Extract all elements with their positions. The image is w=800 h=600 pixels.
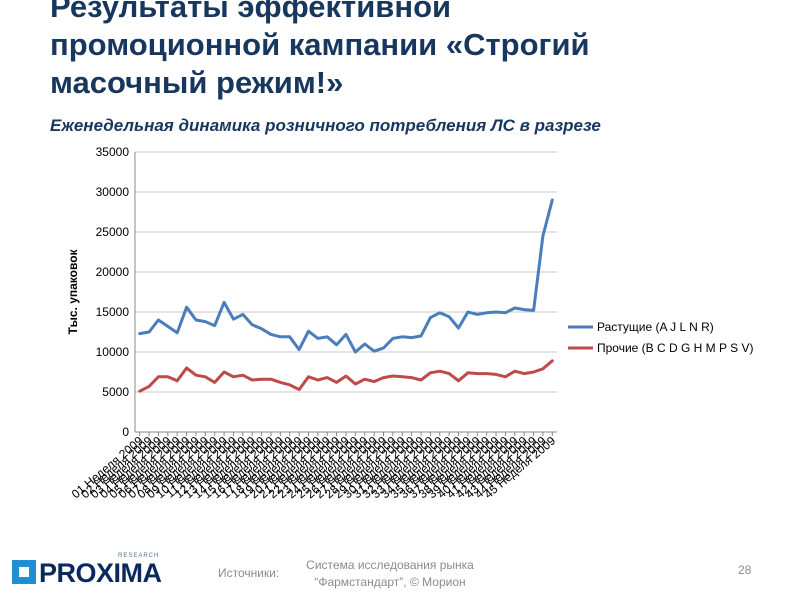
y-tick-label: 30000 — [96, 185, 130, 199]
chart-y-tick-labels: 0 5000 10000 15000 20000 25000 30000 35000 — [96, 145, 130, 439]
sources-text: Система исследования рынка “Фармстандарт… — [290, 557, 490, 591]
chart-series — [138, 198, 554, 393]
legend-label: Растущие (A J L N R) — [597, 320, 714, 334]
legend-label: Прочие (B C D G H M P S V) — [597, 341, 753, 355]
y-tick-label: 5000 — [102, 385, 129, 399]
line-chart: 0 5000 10000 15000 20000 25000 30000 35000 01 Н… — [66, 145, 753, 501]
slide-title: Результаты эффективной промоционной камп… — [50, 0, 590, 100]
series-line-2 — [138, 359, 554, 393]
y-tick-label: 25000 — [96, 225, 130, 239]
source-line-1: Система исследования рынка — [306, 558, 474, 572]
y-tick-label: 20000 — [96, 265, 130, 279]
chart-gridlines — [134, 151, 557, 433]
page-number: 28 — [738, 563, 752, 577]
y-tick-label: 0 — [122, 425, 129, 439]
y-tick-label: 35000 — [96, 145, 130, 159]
slide-subtitle: Еженедельная динамика розничного потребл… — [50, 116, 601, 135]
y-tick-label: 15000 — [96, 305, 130, 319]
y-tick-label: 10000 — [96, 345, 130, 359]
logo-subtext: RESEARCH — [118, 553, 160, 559]
series-line-1 — [138, 198, 554, 354]
chart-legend: Растущие (A J L N R) Прочие (B C D G H M … — [568, 320, 753, 355]
logo-mark-icon — [12, 560, 36, 584]
proxima-logo: PROXIMA RESEARCH — [12, 553, 162, 590]
logo-text: PROXIMA — [39, 558, 162, 588]
source-line-2: “Фармстандарт”, © Морион — [314, 575, 466, 589]
chart-y-axis-label: Тыс. упаковок — [66, 248, 80, 334]
sources-label: Источники: — [218, 566, 280, 580]
